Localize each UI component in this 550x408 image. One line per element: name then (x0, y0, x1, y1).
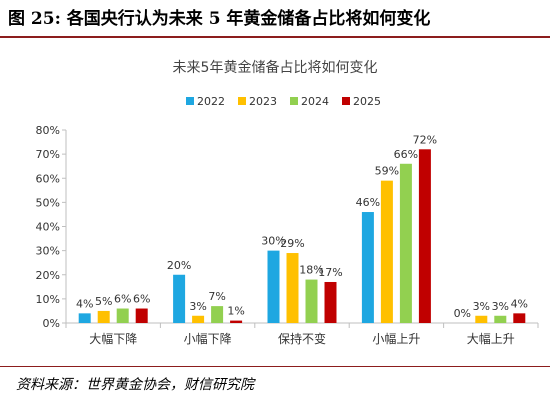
source-note: 资料来源：世界黄金协会，财信研究院 (16, 377, 254, 393)
legend-swatch-2022 (186, 97, 194, 105)
bottom-rule (0, 366, 550, 367)
category-label: 大幅上升 (467, 331, 515, 346)
bar-2024 (305, 279, 318, 323)
bars (78, 149, 526, 323)
bar-2025 (513, 313, 526, 323)
top-rule (0, 36, 550, 38)
bar-2024 (116, 308, 129, 323)
bar-2024 (211, 306, 224, 323)
data-label-2023: 3% (473, 300, 490, 313)
data-label-2025: 1% (227, 305, 244, 318)
data-label-2024: 18% (299, 264, 323, 277)
data-label-2024: 7% (208, 290, 225, 303)
bar-2023 (475, 315, 488, 323)
bar-2023 (286, 253, 299, 323)
bar-2022 (361, 212, 374, 323)
y-tick-label: 20% (36, 269, 60, 282)
bar-2025 (230, 320, 243, 323)
bar-2025 (418, 149, 431, 323)
data-label-2023: 3% (189, 300, 206, 313)
bar-2024 (399, 163, 412, 323)
bar-2025 (135, 308, 148, 323)
bar-2023 (380, 180, 393, 323)
y-axis: 0% 10% 20% 30% 40% 50% 60% 70% 80% (36, 124, 67, 330)
data-label-2022: 0% (454, 307, 471, 320)
data-label-2025: 4% (511, 297, 528, 310)
data-label-2023: 59% (375, 165, 399, 178)
y-tick-label: 30% (36, 245, 60, 258)
data-label-2025: 17% (318, 266, 342, 279)
category-label: 小幅下降 (184, 331, 232, 346)
data-label-2023: 29% (280, 237, 304, 250)
bar-2023 (192, 315, 205, 323)
legend: 2022 2023 2024 2025 (186, 95, 381, 108)
bar-chart: 未来5年黄金储备占比将如何变化 2022 2023 2024 2025 0% 10% 20… (36, 59, 539, 346)
legend-swatch-2024 (290, 97, 298, 105)
data-label-2025: 72% (413, 133, 437, 146)
data-label-2022: 30% (261, 235, 285, 248)
figure-title: 图 25: 各国央行认为未来 5 年黄金储备占比将如何变化 (8, 9, 431, 29)
bar-2022 (78, 313, 91, 323)
bar-2024 (494, 315, 507, 323)
data-label-2024: 66% (394, 148, 418, 161)
bar-2022 (267, 250, 280, 323)
y-tick-label: 70% (36, 148, 60, 161)
data-label-2022: 46% (356, 196, 380, 209)
data-label-2022: 20% (167, 259, 191, 272)
y-tick-label: 10% (36, 293, 60, 306)
data-label-2024: 3% (492, 300, 509, 313)
bar-2022 (173, 274, 186, 323)
data-label-2022: 4% (76, 297, 93, 310)
y-tick-label: 60% (36, 172, 60, 185)
data-label-2024: 6% (114, 293, 131, 306)
category-label: 保持不变 (278, 331, 326, 346)
legend-swatch-2023 (238, 97, 246, 105)
y-tick-label: 50% (36, 196, 60, 209)
legend-label-2025: 2025 (353, 95, 381, 108)
bar-2025 (324, 281, 337, 323)
category-label: 小幅上升 (372, 331, 420, 346)
y-tick-label: 0% (43, 317, 60, 330)
bar-2023 (97, 310, 110, 323)
y-tick-label: 40% (36, 221, 60, 234)
category-label: 大幅下降 (89, 331, 137, 346)
y-tick-label: 80% (36, 124, 60, 137)
legend-label-2022: 2022 (197, 95, 225, 108)
x-axis: 大幅下降 小幅下降 保持不变 小幅上升 大幅上升 (65, 322, 539, 346)
data-label-2025: 6% (133, 293, 150, 306)
data-label-2023: 5% (95, 295, 112, 308)
data-labels: 4% 5% 6% 6%20%3%7%1%30%29%18%17%46%59%66%72… (76, 133, 528, 320)
legend-label-2023: 2023 (249, 95, 277, 108)
legend-label-2024: 2024 (301, 95, 329, 108)
legend-swatch-2025 (342, 97, 350, 105)
chart-title: 未来5年黄金储备占比将如何变化 (173, 59, 378, 76)
